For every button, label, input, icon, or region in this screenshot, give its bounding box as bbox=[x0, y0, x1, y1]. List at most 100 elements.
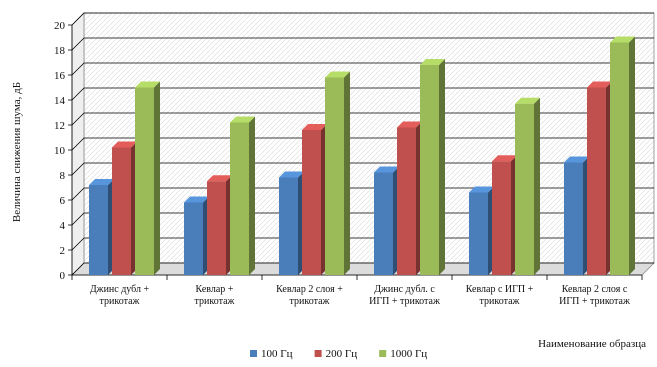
y-tick-label: 20 bbox=[54, 20, 66, 32]
x-tick-label-line: трикотаж bbox=[290, 296, 330, 307]
legend-label: 100 Гц bbox=[261, 348, 293, 360]
bar-top bbox=[610, 36, 635, 43]
gridline bbox=[71, 237, 654, 251]
x-tick-label-line: трикотаж bbox=[480, 296, 520, 307]
x-axis bbox=[71, 274, 643, 280]
legend-label: 200 Гц bbox=[326, 348, 358, 360]
legend-swatch bbox=[379, 350, 387, 357]
x-tick-label-line: трикотаж bbox=[100, 296, 140, 307]
bar-side bbox=[439, 59, 445, 275]
gridline bbox=[71, 87, 654, 101]
y-axis-title: Величина снижения шума, дБ bbox=[11, 82, 23, 222]
y-tick-label: 6 bbox=[60, 195, 66, 207]
x-tick-label: Кевлар 2 слоя с ИГП + трикотаж bbox=[559, 284, 630, 307]
bar-front bbox=[492, 161, 511, 275]
bar-front bbox=[302, 130, 321, 275]
bar-front bbox=[469, 192, 488, 275]
bar-top bbox=[230, 116, 255, 123]
gridline bbox=[71, 212, 654, 226]
x-tick-label: Кевлар с ИГП + трикотаж bbox=[466, 284, 534, 307]
bar bbox=[587, 81, 612, 275]
gridline bbox=[71, 12, 654, 26]
bar-top bbox=[420, 59, 445, 65]
y-tick-label: 2 bbox=[60, 245, 66, 257]
bar-top bbox=[587, 81, 612, 88]
bar-top bbox=[374, 166, 399, 173]
bar-side bbox=[154, 81, 160, 275]
bar bbox=[420, 59, 445, 275]
x-tick-label: Джинс дубл + трикотаж bbox=[90, 284, 150, 307]
x-tick-label: Кевлар 2 слоя + трикотаж bbox=[276, 284, 343, 307]
x-tick-label-line: Кевлар 2 слоя + bbox=[276, 284, 343, 295]
bar bbox=[302, 124, 327, 275]
bar-top bbox=[207, 175, 232, 182]
y-tick-label: 12 bbox=[54, 120, 65, 132]
bar bbox=[325, 71, 350, 275]
bar-front bbox=[230, 122, 249, 275]
x-tick-label-line: ИГП + трикотаж bbox=[559, 296, 630, 307]
bar-top bbox=[184, 196, 209, 203]
gridline bbox=[71, 112, 654, 126]
bar-side bbox=[249, 116, 255, 275]
x-tick-label-line: Джинс дубл. с bbox=[374, 284, 435, 295]
y-tick-label: 4 bbox=[60, 220, 66, 232]
legend-swatch bbox=[314, 350, 322, 357]
bar-front bbox=[420, 65, 439, 275]
bar-side bbox=[534, 97, 540, 275]
x-tick-label-line: ИГП + трикотаж bbox=[369, 296, 440, 307]
y-tick-label: 0 bbox=[60, 270, 66, 282]
bar-front bbox=[397, 127, 416, 275]
gridline bbox=[71, 187, 654, 201]
bar-front bbox=[325, 77, 344, 275]
bar-top bbox=[112, 141, 137, 148]
bar-top bbox=[302, 124, 327, 130]
bar bbox=[610, 36, 635, 275]
bar-top bbox=[515, 97, 540, 104]
bar bbox=[397, 121, 422, 275]
bar-front bbox=[279, 177, 298, 275]
bar bbox=[515, 97, 540, 275]
x-tick-label: Кевлар + трикотаж bbox=[195, 284, 235, 307]
y-axis: 0 2 4 6 8 10 12 14 16 18 20 bbox=[54, 20, 73, 282]
legend-item: 200 Гц bbox=[314, 348, 358, 360]
bar-front bbox=[135, 87, 154, 275]
bar-side bbox=[344, 71, 350, 275]
x-tick-label-line: Кевлар + bbox=[196, 284, 234, 295]
bar bbox=[564, 156, 589, 275]
bar-top bbox=[469, 186, 494, 193]
bar bbox=[184, 196, 209, 275]
bar-front bbox=[374, 172, 393, 275]
bar-top bbox=[564, 156, 589, 163]
bar bbox=[279, 171, 304, 275]
bar bbox=[135, 81, 160, 275]
y-tick-label: 16 bbox=[54, 70, 66, 82]
bar-front bbox=[610, 42, 629, 275]
legend: 100 Гц 200 Гц 1000 Гц bbox=[250, 348, 427, 360]
bar-top bbox=[325, 71, 350, 78]
legend-swatch bbox=[250, 350, 257, 357]
gridline bbox=[71, 162, 654, 176]
legend-item: 1000 Гц bbox=[379, 348, 427, 360]
bar-top bbox=[397, 121, 422, 128]
y-tick-label: 8 bbox=[60, 170, 66, 182]
gridlines bbox=[71, 12, 654, 276]
bar bbox=[112, 141, 137, 275]
gridline bbox=[71, 137, 654, 151]
gridline bbox=[71, 37, 654, 51]
x-axis-title: Наименование образца bbox=[538, 338, 646, 350]
bar bbox=[230, 116, 255, 275]
bar-front bbox=[89, 185, 108, 275]
bar-top bbox=[89, 179, 114, 185]
bar-front bbox=[112, 147, 131, 275]
gridline bbox=[71, 62, 654, 76]
x-tick-label-line: трикотаж bbox=[195, 296, 235, 307]
x-tick-label: Джинс дубл. с ИГП + трикотаж bbox=[369, 284, 440, 307]
bar bbox=[492, 155, 517, 275]
y-tick-label: 14 bbox=[54, 95, 66, 107]
x-tick-label-line: Кевлар 2 слоя с bbox=[562, 284, 628, 295]
bar-side bbox=[629, 36, 635, 275]
bar-front bbox=[184, 202, 203, 275]
bar bbox=[207, 175, 232, 275]
